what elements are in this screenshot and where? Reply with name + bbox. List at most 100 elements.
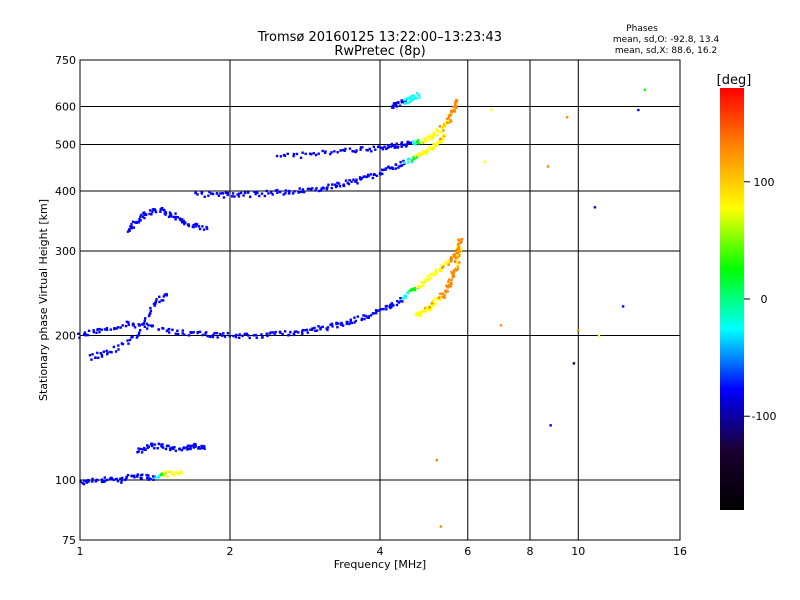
trace-point: [205, 331, 208, 334]
trace-point: [198, 227, 202, 231]
trace-point: [164, 211, 168, 214]
trace-point: [329, 323, 332, 326]
trace-point: [458, 261, 461, 264]
trace-point: [428, 306, 431, 309]
trace-point: [219, 332, 222, 336]
trace-point: [131, 335, 134, 339]
trace-point: [293, 330, 297, 333]
trace-point: [288, 333, 291, 337]
trace-point: [302, 190, 306, 194]
trace-point: [149, 309, 153, 313]
trace-point: [148, 313, 151, 316]
trace-point: [276, 191, 279, 194]
trace-point: [312, 151, 315, 155]
trace-point: [313, 326, 316, 330]
trace-point: [135, 221, 138, 224]
trace-point: [291, 192, 295, 195]
trace-point: [138, 219, 141, 222]
trace-point: [445, 284, 448, 287]
trace-point: [102, 350, 106, 353]
trace-point: [428, 147, 432, 151]
colorbar: [720, 88, 744, 510]
trace-point: [125, 475, 128, 479]
trace-point: [318, 189, 321, 193]
trace-point: [179, 218, 182, 222]
trace-point: [424, 277, 428, 281]
trace-point: [228, 335, 232, 338]
trace-point: [237, 192, 241, 195]
trace-point: [449, 120, 453, 123]
trace-point: [415, 140, 418, 143]
trace-point: [295, 152, 299, 156]
trace-point: [293, 190, 296, 193]
trace-point: [330, 186, 333, 190]
trace-point: [417, 142, 420, 145]
trace-point: [348, 322, 351, 326]
trace-point: [411, 98, 414, 101]
trace-point: [248, 336, 251, 340]
trace-point: [148, 212, 151, 216]
trace-point: [455, 106, 458, 110]
trace-point: [306, 331, 310, 334]
trace-point: [382, 307, 385, 311]
trace-point: [202, 445, 205, 449]
trace-point: [183, 222, 186, 226]
trace-point: [406, 291, 409, 294]
trace-point: [219, 192, 222, 195]
trace-point: [158, 295, 161, 299]
trace-point: [164, 213, 167, 216]
trace-point: [355, 149, 358, 152]
trace-point: [82, 479, 86, 482]
trace-point: [276, 188, 279, 192]
trace-point: [311, 327, 314, 330]
trace-point: [100, 480, 104, 484]
trace-point: [375, 174, 379, 178]
trace-point: [124, 324, 128, 328]
trace-point: [167, 470, 170, 474]
trace-point: [333, 183, 337, 186]
trace-point: [127, 342, 130, 345]
trace-point: [419, 285, 422, 289]
trace-point: [260, 192, 264, 195]
trace-point: [379, 173, 382, 176]
trace-point: [314, 329, 317, 333]
trace-point: [157, 328, 161, 331]
trace-point: [103, 476, 106, 479]
scatter-point: [439, 525, 443, 528]
trace-point: [274, 330, 277, 334]
trace-point: [87, 478, 90, 482]
trace-point: [438, 125, 442, 128]
trace-point: [344, 147, 347, 151]
x-tick-label: 16: [673, 545, 687, 558]
trace-point: [136, 475, 139, 478]
trace-point: [432, 300, 435, 303]
trace-point: [411, 94, 414, 98]
trace-point: [194, 225, 198, 228]
trace-point: [149, 312, 152, 315]
trace-point: [217, 194, 221, 197]
trace-point: [261, 336, 264, 339]
trace-point: [415, 156, 419, 159]
trace-point: [301, 151, 304, 154]
trace-point: [90, 358, 93, 361]
trace-point: [171, 472, 174, 476]
trace-point: [355, 180, 358, 183]
trace-point: [335, 322, 338, 326]
trace-point: [395, 303, 399, 307]
trace-point: [98, 330, 101, 334]
trace-point: [321, 186, 325, 189]
trace-point: [146, 476, 149, 480]
trace-point: [362, 314, 365, 317]
scatter-point: [435, 458, 438, 462]
trace-point: [412, 140, 415, 143]
trace-point: [415, 92, 419, 95]
trace-point: [115, 477, 118, 481]
trace-point: [205, 227, 209, 230]
trace-point: [200, 190, 204, 194]
trace-point: [127, 321, 130, 324]
trace-point: [446, 117, 449, 121]
trace-point: [114, 350, 118, 353]
trace-point: [409, 141, 412, 145]
trace-point: [170, 471, 174, 474]
trace-point: [452, 255, 455, 258]
